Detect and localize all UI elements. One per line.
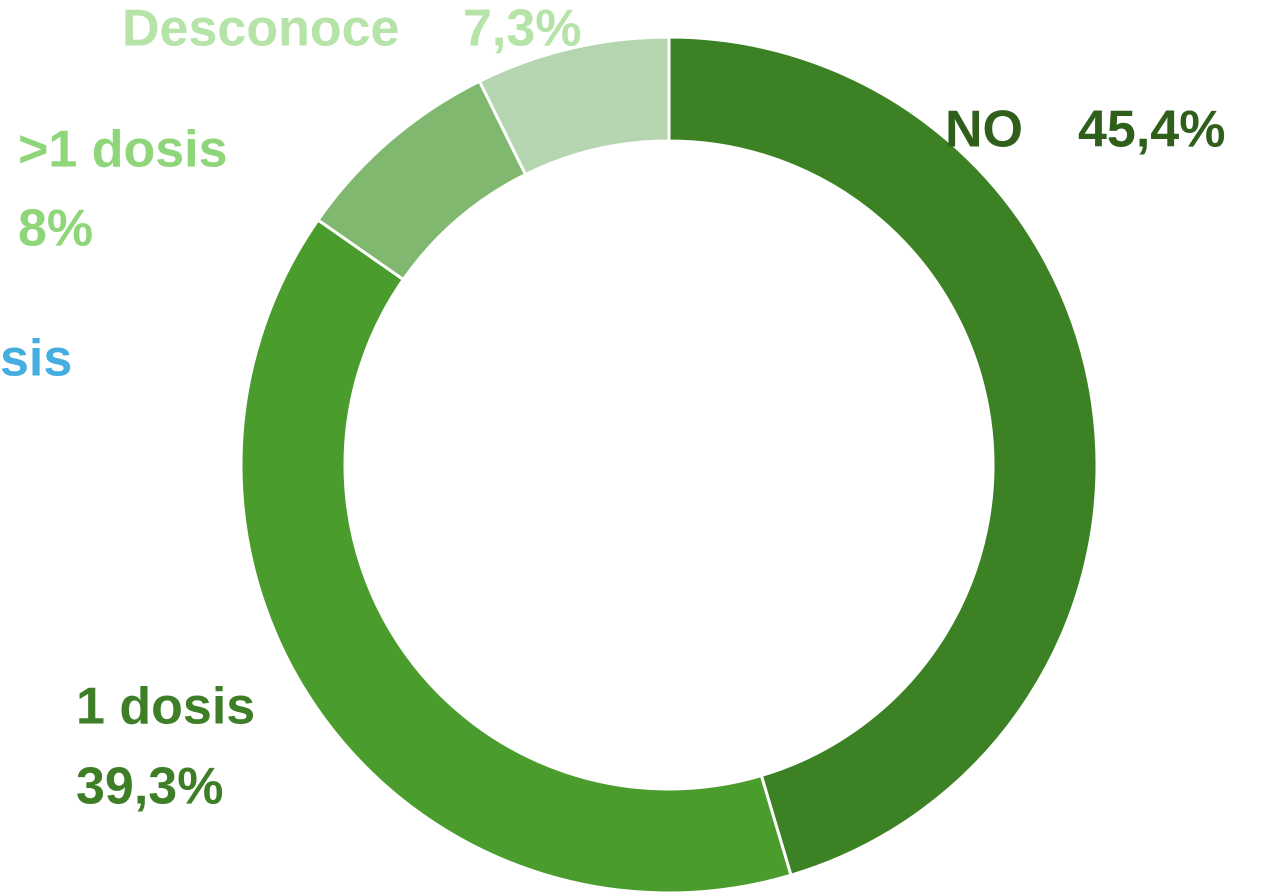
category-label: 1 dosis	[76, 678, 255, 736]
value-label: 8%	[18, 200, 93, 258]
category-label: Desconoce	[122, 0, 399, 58]
donut-segment	[667, 35, 1099, 878]
donut-segment	[239, 217, 793, 895]
cut-off-label: sis	[0, 330, 72, 388]
category-label: >1 dosis	[18, 121, 228, 179]
value-label: 45,4%	[1078, 101, 1225, 159]
category-label: NO	[945, 101, 1023, 159]
value-label: 7,3%	[463, 0, 582, 58]
value-label: 39,3%	[76, 758, 223, 816]
donut-segment	[477, 35, 671, 177]
